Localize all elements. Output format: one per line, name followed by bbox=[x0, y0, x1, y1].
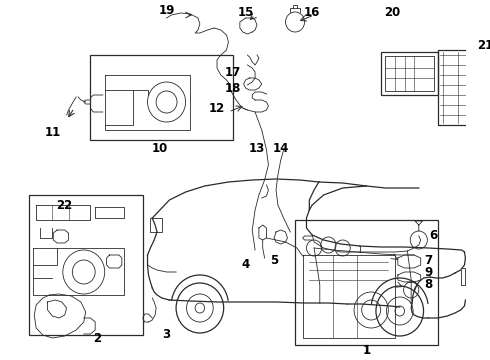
Text: 2: 2 bbox=[93, 332, 101, 345]
Bar bbox=[438, 50, 490, 125]
Text: 4: 4 bbox=[242, 258, 250, 271]
Text: 6: 6 bbox=[429, 229, 437, 242]
Bar bbox=[91, 55, 233, 140]
Text: 12: 12 bbox=[209, 102, 225, 114]
Bar bbox=[381, 52, 438, 95]
Text: 1: 1 bbox=[363, 343, 370, 356]
Bar bbox=[295, 220, 438, 345]
Text: 3: 3 bbox=[163, 328, 171, 342]
Text: 8: 8 bbox=[424, 279, 433, 292]
Text: 17: 17 bbox=[225, 66, 241, 78]
Text: 21: 21 bbox=[477, 39, 490, 51]
Text: 14: 14 bbox=[272, 141, 289, 154]
Text: 13: 13 bbox=[249, 141, 265, 154]
Bar bbox=[28, 195, 143, 335]
Text: 11: 11 bbox=[44, 126, 60, 139]
Text: 22: 22 bbox=[57, 198, 73, 212]
Bar bbox=[385, 56, 434, 91]
Text: 5: 5 bbox=[270, 253, 278, 266]
Text: 19: 19 bbox=[158, 4, 175, 17]
Text: 20: 20 bbox=[384, 5, 400, 18]
Text: 16: 16 bbox=[304, 5, 320, 18]
Text: 9: 9 bbox=[424, 266, 433, 279]
Text: 7: 7 bbox=[424, 253, 432, 266]
Text: 10: 10 bbox=[152, 141, 168, 154]
Text: 15: 15 bbox=[237, 5, 254, 18]
Bar bbox=[150, 218, 162, 232]
Text: 18: 18 bbox=[225, 81, 242, 95]
